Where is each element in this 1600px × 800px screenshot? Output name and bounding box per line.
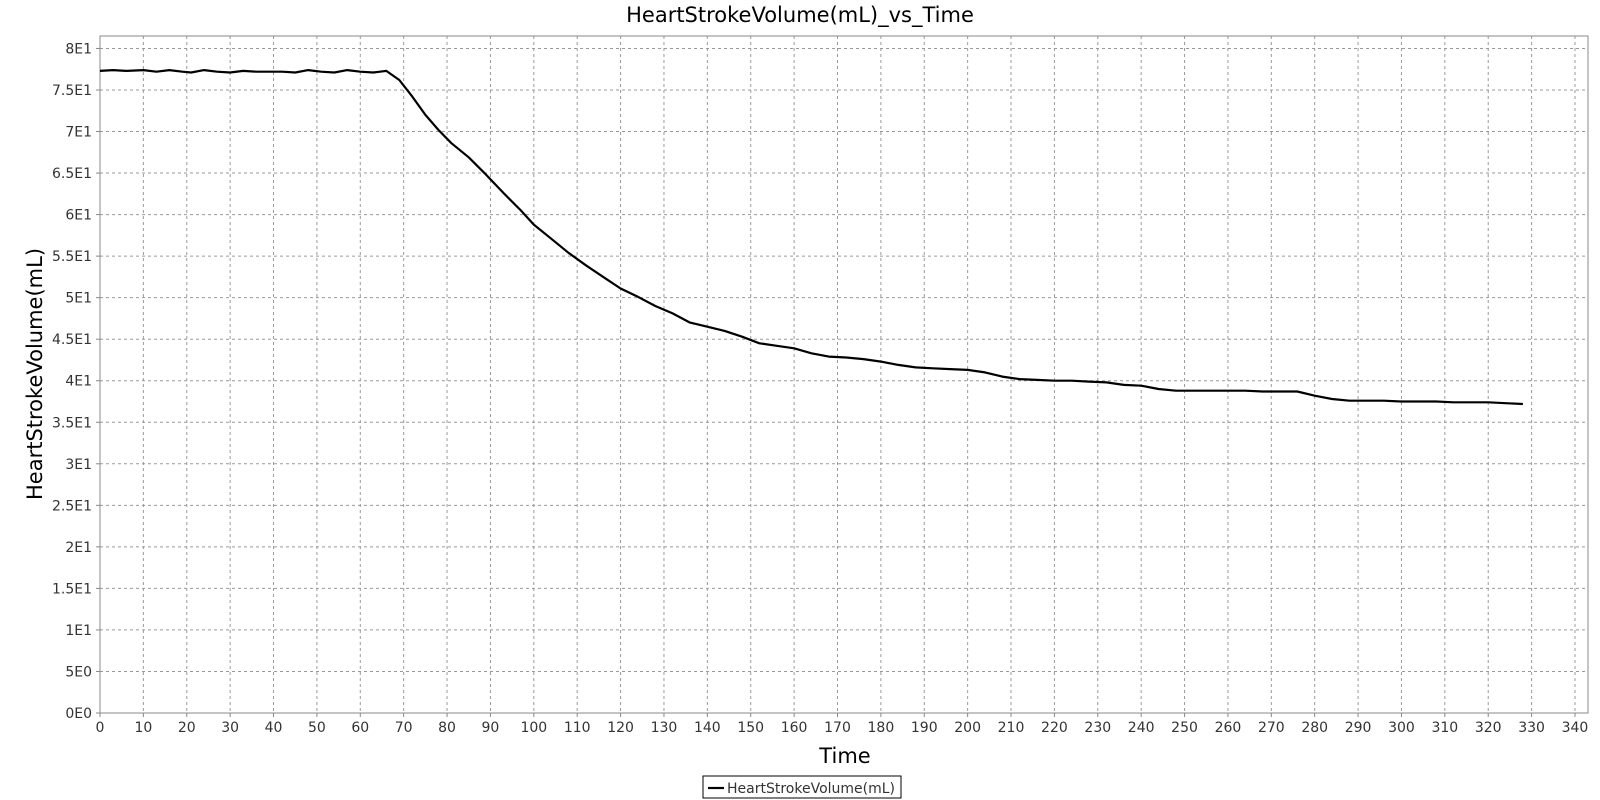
plot-area <box>100 36 1588 713</box>
x-tick-label: 310 <box>1431 720 1458 736</box>
x-tick-label: 80 <box>438 720 456 736</box>
y-tick-label: 3.5E1 <box>52 415 92 431</box>
y-tick-label: 5E0 <box>65 664 92 680</box>
y-tick-label: 6.5E1 <box>52 166 92 182</box>
y-axis-title: HeartStrokeVolume(mL) <box>23 248 47 500</box>
x-tick-label: 230 <box>1084 720 1111 736</box>
x-tick-label: 160 <box>781 720 808 736</box>
x-tick-label: 20 <box>178 720 196 736</box>
x-tick-label: 130 <box>651 720 678 736</box>
x-tick-label: 260 <box>1215 720 1242 736</box>
x-tick-labels: 0 10 20 30 40 50 60 70 80 90 100 110 120 130 140 150 160… <box>96 713 1589 736</box>
y-tick-label: 2.5E1 <box>52 498 92 514</box>
x-tick-label: 100 <box>520 720 547 736</box>
y-tick-label: 1.5E1 <box>52 581 92 597</box>
series-lines <box>99 68 1523 406</box>
x-tick-label: 50 <box>308 720 326 736</box>
y-tick-label: 0E0 <box>65 706 92 722</box>
x-tick-label: 90 <box>482 720 500 736</box>
y-tick-label: 6E1 <box>65 208 92 224</box>
y-tick-label: 7.5E1 <box>52 83 92 99</box>
x-tick-label: 40 <box>265 720 283 736</box>
x-tick-label: 110 <box>564 720 591 736</box>
x-tick-label: 190 <box>911 720 938 736</box>
x-tick-label: 150 <box>737 720 764 736</box>
x-tick-label: 70 <box>395 720 413 736</box>
x-tick-label: 0 <box>96 720 105 736</box>
x-tick-label: 300 <box>1388 720 1415 736</box>
x-tick-label: 240 <box>1128 720 1155 736</box>
x-tick-label: 270 <box>1258 720 1285 736</box>
x-tick-label: 280 <box>1301 720 1328 736</box>
x-tick-label: 10 <box>134 720 152 736</box>
x-tick-label: 340 <box>1562 720 1589 736</box>
y-tick-label: 7E1 <box>65 125 92 141</box>
y-tick-label: 4.5E1 <box>52 332 92 348</box>
x-axis-title: Time <box>818 744 870 768</box>
y-tick-labels: 0E0 5E0 1E1 1.5E1 2E1 2.5E1 3E1 3.5E1 4E1 4.5E1 5E… <box>52 41 100 722</box>
series-line <box>99 68 1523 406</box>
x-tick-label: 140 <box>694 720 721 736</box>
x-tick-label: 320 <box>1475 720 1502 736</box>
x-tick-label: 30 <box>221 720 239 736</box>
y-tick-label: 4E1 <box>65 374 92 390</box>
y-tick-label: 8E1 <box>65 41 92 57</box>
x-tick-label: 210 <box>998 720 1025 736</box>
y-tick-label: 5E1 <box>65 291 92 307</box>
grid <box>100 36 1588 713</box>
x-tick-label: 60 <box>351 720 369 736</box>
x-tick-label: 180 <box>868 720 895 736</box>
chart-title: HeartStrokeVolume(mL)_vs_Time <box>626 3 974 28</box>
y-tick-label: 3E1 <box>65 457 92 473</box>
plot-border <box>99 35 1589 714</box>
x-tick-label: 170 <box>824 720 851 736</box>
x-tick-label: 250 <box>1171 720 1198 736</box>
legend-label: HeartStrokeVolume(mL) <box>727 781 895 797</box>
y-tick-label: 5.5E1 <box>52 249 92 265</box>
x-tick-label: 290 <box>1345 720 1372 736</box>
y-tick-label: 1E1 <box>65 623 92 639</box>
legend: HeartStrokeVolume(mL) <box>702 775 902 799</box>
x-tick-label: 200 <box>954 720 981 736</box>
y-tick-label: 2E1 <box>65 540 92 556</box>
x-tick-label: 120 <box>607 720 634 736</box>
x-tick-label: 220 <box>1041 720 1068 736</box>
legend-box <box>702 775 902 799</box>
x-tick-label: 330 <box>1518 720 1545 736</box>
